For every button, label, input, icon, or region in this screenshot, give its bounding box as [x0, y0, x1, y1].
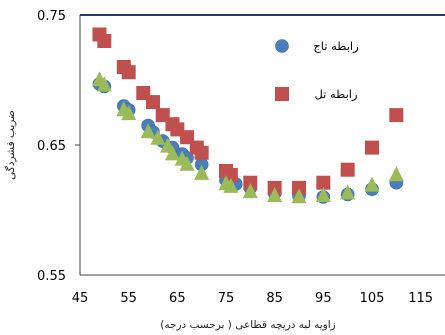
- x-tick-label: 55: [120, 291, 137, 306]
- square-point: [389, 108, 404, 123]
- x-tick-label: 115: [408, 291, 433, 306]
- square-point: [243, 175, 258, 190]
- legend-square-marker: [275, 87, 289, 101]
- legend-circle-marker: [275, 39, 289, 53]
- triangle-point: [291, 188, 307, 204]
- x-tick-label: 105: [360, 291, 385, 306]
- y-tick-label: 0.65: [37, 139, 66, 154]
- y-axis-title: ضریب فشردگی: [4, 110, 17, 180]
- square-point: [146, 95, 160, 110]
- triangle-point: [121, 105, 137, 121]
- square-point: [316, 175, 331, 190]
- triangle-point: [140, 123, 156, 139]
- data-points: [91, 27, 404, 204]
- triangle-point: [150, 129, 166, 145]
- square-point: [194, 145, 209, 160]
- square-point: [97, 34, 112, 48]
- square-point: [340, 162, 355, 177]
- triangle-point: [242, 183, 258, 199]
- x-tick-label: 95: [315, 291, 332, 306]
- triangle-point: [223, 177, 239, 193]
- y-tick-label: 0.75: [37, 9, 66, 24]
- x-tick-label: 45: [72, 291, 89, 306]
- triangle-point: [194, 164, 210, 180]
- x-tick-label: 65: [169, 291, 186, 306]
- triangle-point: [179, 155, 195, 171]
- x-axis-title: زاویه لبه دریچه قطاعی ( برحسب درجه): [160, 319, 336, 331]
- triangle-point: [164, 145, 180, 161]
- square-point: [365, 140, 379, 155]
- square-point: [292, 180, 306, 195]
- square-point: [121, 65, 136, 80]
- triangle-point: [340, 184, 356, 200]
- legend-label: رابطه تل: [314, 87, 357, 102]
- legend-label: رابطه تاج: [313, 39, 358, 54]
- triangle-point: [364, 176, 380, 192]
- tick-labels: 45 55 65 75 85 95 105 115 0.55 0.65 0.75: [37, 9, 433, 306]
- legend: رابطه تاج رابطه تل: [275, 39, 359, 102]
- triangle-point: [96, 76, 112, 92]
- x-tick-label: 75: [218, 291, 235, 306]
- y-tick-label: 0.55: [37, 269, 66, 284]
- x-tick-label: 85: [266, 291, 283, 306]
- triangle-point: [315, 187, 331, 202]
- triangle-point: [388, 166, 404, 182]
- triangle-point: [267, 187, 283, 202]
